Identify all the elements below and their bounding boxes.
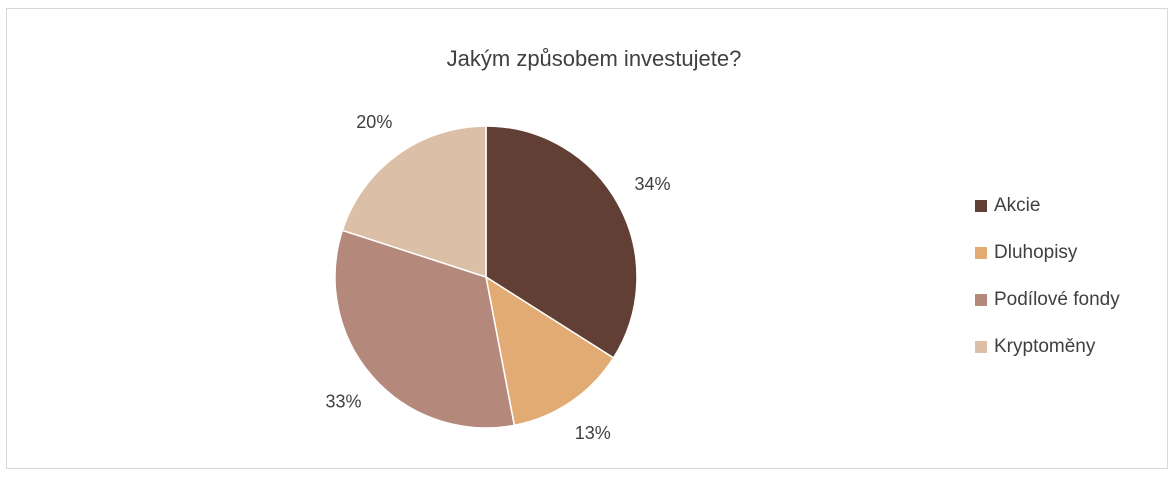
legend-label: Podílové fondy [994, 289, 1120, 310]
legend-swatch [975, 200, 987, 212]
pie-slice [484, 275, 615, 427]
chart-title: Jakým způsobem investujete? [447, 46, 742, 71]
legend-label: Akcie [994, 195, 1040, 216]
legend-swatch [975, 294, 987, 306]
legend-swatch [975, 341, 987, 353]
data-label: 20% [356, 112, 392, 132]
data-label: 33% [325, 391, 361, 411]
legend-swatch [975, 247, 987, 259]
data-label: 34% [634, 174, 670, 194]
legend-label: Kryptoměny [994, 336, 1096, 357]
pie-slice [485, 125, 638, 359]
pie-slice [334, 229, 516, 429]
data-label: 13% [575, 423, 611, 443]
legend-label: Dluhopisy [994, 242, 1078, 263]
pie-slice [341, 125, 487, 279]
